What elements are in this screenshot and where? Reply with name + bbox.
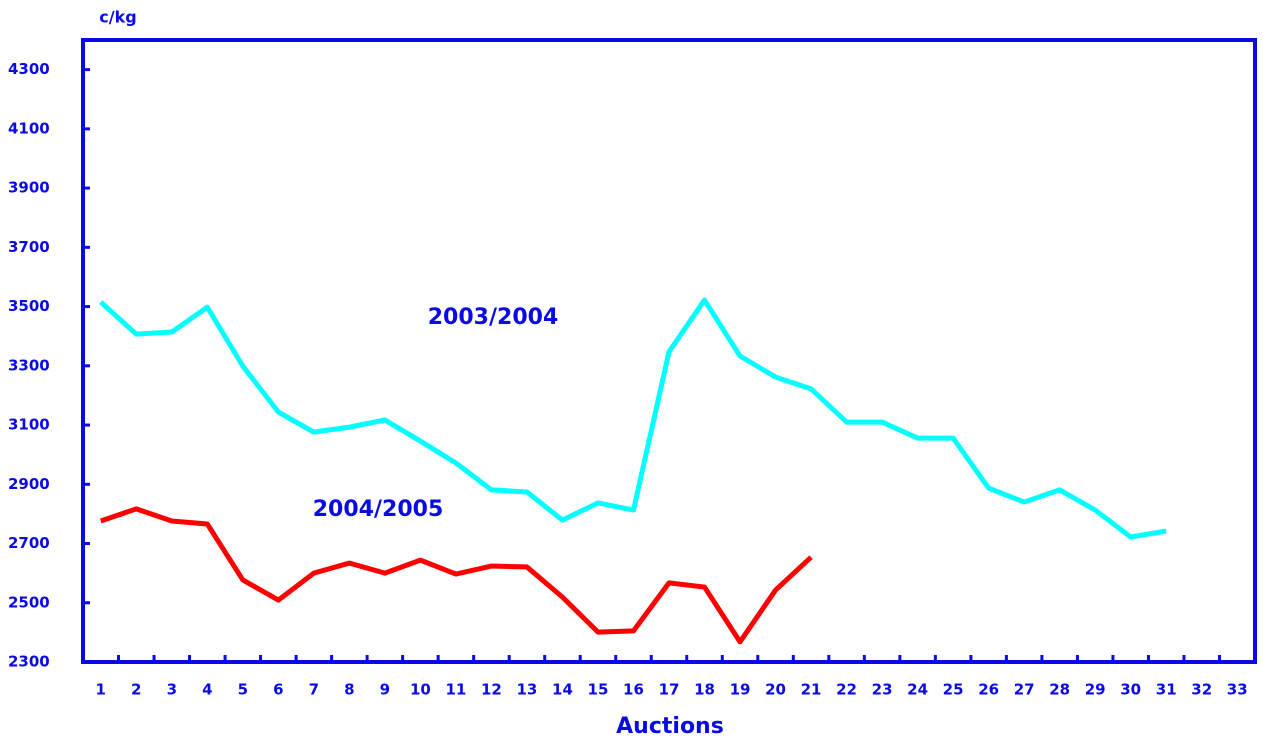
y-tick-label: 2900 bbox=[8, 475, 50, 493]
y-tick-label: 3100 bbox=[8, 416, 50, 434]
x-tick-label: 32 bbox=[1191, 681, 1212, 699]
x-tick-label: 8 bbox=[344, 681, 354, 699]
plot-frame bbox=[81, 38, 1257, 664]
x-tick-label: 4 bbox=[202, 681, 212, 699]
x-tick-label: 6 bbox=[273, 681, 283, 699]
x-tick-label: 15 bbox=[588, 681, 609, 699]
x-tick-label: 20 bbox=[765, 681, 786, 699]
x-tick-label: 9 bbox=[380, 681, 390, 699]
y-tick-label: 3700 bbox=[8, 238, 50, 256]
x-tick-label: 12 bbox=[481, 681, 502, 699]
x-tick-label: 29 bbox=[1085, 681, 1106, 699]
x-tick-label: 2 bbox=[131, 681, 141, 699]
x-tick-label: 22 bbox=[836, 681, 857, 699]
x-tick-label: 11 bbox=[445, 681, 466, 699]
x-axis-label: Auctions bbox=[616, 714, 724, 739]
x-tick-label: 31 bbox=[1156, 681, 1177, 699]
x-tick-label: 7 bbox=[309, 681, 319, 699]
series-line bbox=[99, 297, 1167, 540]
x-tick-label: 26 bbox=[978, 681, 999, 699]
x-tick-label: 5 bbox=[238, 681, 248, 699]
x-tick-label: 21 bbox=[801, 681, 822, 699]
y-tick-label: 3500 bbox=[8, 297, 50, 315]
x-tick-label: 1 bbox=[96, 681, 106, 699]
y-axis-label: c/kg bbox=[99, 8, 136, 27]
x-tick-label: 27 bbox=[1014, 681, 1035, 699]
x-tick-label: 18 bbox=[694, 681, 715, 699]
series-label: 2004/2005 bbox=[313, 497, 444, 522]
x-tick-label: 19 bbox=[730, 681, 751, 699]
y-tick-label: 2300 bbox=[8, 653, 50, 671]
x-tick-label: 17 bbox=[659, 681, 680, 699]
y-tick-label: 2500 bbox=[8, 593, 50, 611]
y-tick-label: 2700 bbox=[8, 534, 50, 552]
x-tick-label: 10 bbox=[410, 681, 431, 699]
x-tick-label: 14 bbox=[552, 681, 573, 699]
y-tick-label: 4100 bbox=[8, 119, 50, 137]
x-tick-label: 3 bbox=[167, 681, 177, 699]
x-tick-label: 28 bbox=[1049, 681, 1070, 699]
x-tick-label: 23 bbox=[872, 681, 893, 699]
x-tick-label: 13 bbox=[517, 681, 538, 699]
x-tick-label: 24 bbox=[907, 681, 928, 699]
y-tick-label: 4300 bbox=[8, 60, 50, 78]
x-tick-label: 25 bbox=[943, 681, 964, 699]
y-tick-label: 3300 bbox=[8, 356, 50, 374]
y-tick-label: 3900 bbox=[8, 179, 50, 197]
x-tick-label: 33 bbox=[1227, 681, 1248, 699]
x-tick-label: 30 bbox=[1120, 681, 1141, 699]
x-tick-label: 16 bbox=[623, 681, 644, 699]
series-label: 2003/2004 bbox=[428, 305, 559, 330]
series-line bbox=[99, 506, 813, 645]
